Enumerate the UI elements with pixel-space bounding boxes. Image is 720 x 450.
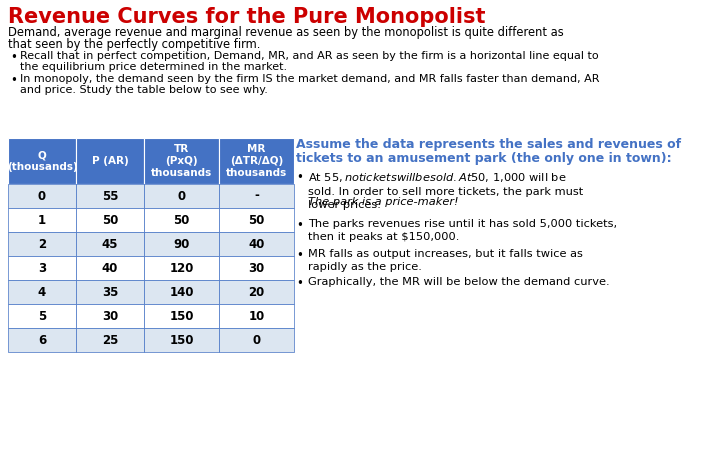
Bar	[144, 184, 219, 208]
Text: Assume the data represents the sales and revenues of: Assume the data represents the sales and…	[296, 138, 681, 151]
Text: 4: 4	[38, 285, 46, 298]
Text: Q
(thousands): Q (thousands)	[6, 150, 77, 172]
Bar	[219, 232, 294, 256]
Text: 35: 35	[102, 285, 118, 298]
Text: 150: 150	[169, 310, 194, 323]
Text: •: •	[296, 219, 303, 232]
Text: •: •	[296, 171, 303, 184]
Text: Recall that in perfect competition, Demand, MR, and AR as seen by the firm is a : Recall that in perfect competition, Dema…	[20, 51, 598, 61]
Bar	[8, 256, 76, 280]
Text: •: •	[10, 74, 17, 87]
Bar	[219, 280, 294, 304]
Bar	[8, 184, 76, 208]
Text: The park is a price-maker!: The park is a price-maker!	[308, 197, 459, 207]
Bar	[8, 280, 76, 304]
Bar	[144, 304, 219, 328]
Bar	[76, 328, 144, 352]
Text: -: -	[254, 189, 259, 202]
Text: 40: 40	[248, 238, 265, 251]
Text: P (AR): P (AR)	[91, 156, 128, 166]
Bar	[144, 256, 219, 280]
Bar	[144, 280, 219, 304]
Bar	[219, 304, 294, 328]
Text: that seen by the perfectly competitive firm.: that seen by the perfectly competitive f…	[8, 38, 261, 51]
Text: •: •	[10, 51, 17, 64]
Bar	[219, 256, 294, 280]
Bar	[76, 232, 144, 256]
Text: the equilibrium price determined in the market.: the equilibrium price determined in the …	[20, 62, 287, 72]
Text: 50: 50	[102, 213, 118, 226]
Text: MR
(ΔTR/ΔQ)
thousands: MR (ΔTR/ΔQ) thousands	[226, 144, 287, 178]
Bar	[76, 208, 144, 232]
Text: 20: 20	[248, 285, 265, 298]
Bar	[8, 208, 76, 232]
Bar	[8, 328, 76, 352]
Bar	[219, 328, 294, 352]
Text: 0: 0	[177, 189, 186, 202]
Text: 120: 120	[169, 261, 194, 274]
Text: tickets to an amusement park (the only one in town):: tickets to an amusement park (the only o…	[296, 152, 672, 165]
Bar	[76, 256, 144, 280]
Text: Revenue Curves for the Pure Monopolist: Revenue Curves for the Pure Monopolist	[8, 7, 485, 27]
Text: 0: 0	[38, 189, 46, 202]
Text: 90: 90	[174, 238, 189, 251]
Text: In monopoly, the demand seen by the firm IS the market demand, and MR falls fast: In monopoly, the demand seen by the firm…	[20, 74, 600, 84]
Text: 2: 2	[38, 238, 46, 251]
Text: 55: 55	[102, 189, 118, 202]
Bar	[219, 184, 294, 208]
Text: Demand, average revenue and marginal revenue as seen by the monopolist is quite : Demand, average revenue and marginal rev…	[8, 26, 564, 39]
Text: 30: 30	[248, 261, 265, 274]
Text: MR falls as output increases, but it falls twice as
rapidly as the price.: MR falls as output increases, but it fal…	[308, 249, 583, 272]
Text: TR
(PxQ)
thousands: TR (PxQ) thousands	[151, 144, 212, 178]
Bar	[76, 184, 144, 208]
Bar	[8, 138, 76, 184]
Text: 1: 1	[38, 213, 46, 226]
Bar	[8, 304, 76, 328]
Bar	[76, 138, 144, 184]
Bar	[76, 280, 144, 304]
Text: 5: 5	[38, 310, 46, 323]
Text: 45: 45	[102, 238, 118, 251]
Bar	[144, 208, 219, 232]
Text: 3: 3	[38, 261, 46, 274]
Bar	[219, 208, 294, 232]
Text: •: •	[296, 277, 303, 290]
Bar	[8, 232, 76, 256]
Text: 40: 40	[102, 261, 118, 274]
Text: 50: 50	[174, 213, 189, 226]
Text: 25: 25	[102, 333, 118, 346]
Text: and price. Study the table below to see why.: and price. Study the table below to see …	[20, 85, 268, 95]
Text: •: •	[296, 249, 303, 262]
Text: Graphically, the MR will be below the demand curve.: Graphically, the MR will be below the de…	[308, 277, 610, 287]
Text: 50: 50	[248, 213, 265, 226]
Text: 140: 140	[169, 285, 194, 298]
Bar	[76, 304, 144, 328]
Text: 30: 30	[102, 310, 118, 323]
Text: The parks revenues rise until it has sold 5,000 tickets,
then it peaks at $150,0: The parks revenues rise until it has sol…	[308, 219, 617, 242]
Text: 150: 150	[169, 333, 194, 346]
Text: 10: 10	[248, 310, 265, 323]
Bar	[144, 328, 219, 352]
Bar	[219, 138, 294, 184]
Text: 6: 6	[38, 333, 46, 346]
Text: 0: 0	[253, 333, 261, 346]
Bar	[144, 138, 219, 184]
Text: At $55, no tickets will be sold. At $50, 1,000 will be
sold. In order to sell mo: At $55, no tickets will be sold. At $50,…	[308, 171, 583, 210]
Bar	[144, 232, 219, 256]
